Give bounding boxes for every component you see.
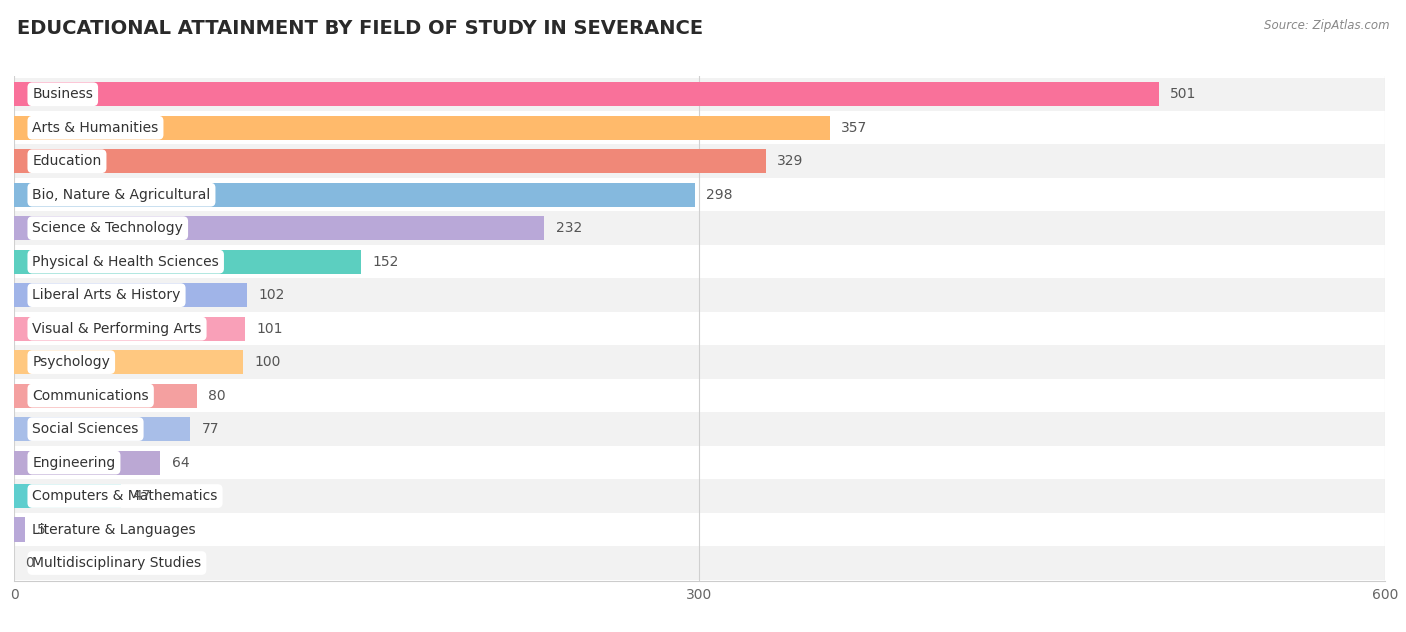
Text: 100: 100: [254, 355, 280, 369]
Bar: [0, 479, 1406, 513]
Bar: [0, 78, 1406, 111]
Text: Arts & Humanities: Arts & Humanities: [32, 121, 159, 135]
Text: Computers & Mathematics: Computers & Mathematics: [32, 489, 218, 503]
Bar: [0, 212, 1406, 245]
Bar: [14, 384, 197, 408]
Bar: [0, 546, 1406, 580]
Bar: [0, 379, 1406, 412]
Text: 329: 329: [778, 154, 804, 168]
Text: 232: 232: [555, 221, 582, 235]
Bar: [14, 283, 247, 307]
Bar: [14, 116, 830, 140]
Bar: [14, 417, 190, 441]
Bar: [14, 518, 25, 542]
Bar: [0, 446, 1406, 479]
Text: EDUCATIONAL ATTAINMENT BY FIELD OF STUDY IN SEVERANCE: EDUCATIONAL ATTAINMENT BY FIELD OF STUDY…: [17, 19, 703, 38]
Text: Business: Business: [32, 87, 93, 101]
Bar: [0, 178, 1406, 212]
Bar: [14, 82, 1159, 106]
Bar: [0, 345, 1406, 379]
Text: Bio, Nature & Agricultural: Bio, Nature & Agricultural: [32, 188, 211, 202]
Text: 5: 5: [37, 523, 45, 537]
Text: Visual & Performing Arts: Visual & Performing Arts: [32, 322, 201, 336]
Bar: [0, 145, 1406, 178]
Bar: [0, 245, 1406, 279]
Text: 0: 0: [25, 556, 34, 570]
Text: 101: 101: [256, 322, 283, 336]
Bar: [0, 412, 1406, 446]
Text: 501: 501: [1170, 87, 1197, 101]
Text: 357: 357: [841, 121, 868, 135]
Bar: [0, 111, 1406, 145]
Bar: [14, 484, 121, 508]
Text: 80: 80: [208, 389, 226, 403]
Bar: [14, 317, 245, 341]
Text: 64: 64: [172, 456, 190, 470]
Bar: [0, 312, 1406, 345]
Bar: [0, 513, 1406, 546]
Text: 298: 298: [706, 188, 733, 202]
Bar: [14, 250, 361, 274]
Text: Source: ZipAtlas.com: Source: ZipAtlas.com: [1264, 19, 1389, 32]
Text: Physical & Health Sciences: Physical & Health Sciences: [32, 255, 219, 269]
Bar: [0, 279, 1406, 312]
Bar: [14, 350, 243, 374]
Text: Literature & Languages: Literature & Languages: [32, 523, 195, 537]
Text: Multidisciplinary Studies: Multidisciplinary Studies: [32, 556, 201, 570]
Bar: [14, 149, 766, 173]
Text: Communications: Communications: [32, 389, 149, 403]
Bar: [14, 451, 160, 475]
Text: 102: 102: [259, 288, 285, 302]
Text: 152: 152: [373, 255, 399, 269]
Text: Psychology: Psychology: [32, 355, 110, 369]
Text: Education: Education: [32, 154, 101, 168]
Text: Social Sciences: Social Sciences: [32, 422, 139, 436]
Text: 77: 77: [201, 422, 219, 436]
Text: Engineering: Engineering: [32, 456, 115, 470]
Bar: [14, 183, 695, 207]
Text: Liberal Arts & History: Liberal Arts & History: [32, 288, 181, 302]
Bar: [14, 216, 544, 240]
Text: Science & Technology: Science & Technology: [32, 221, 183, 235]
Text: 47: 47: [134, 489, 150, 503]
